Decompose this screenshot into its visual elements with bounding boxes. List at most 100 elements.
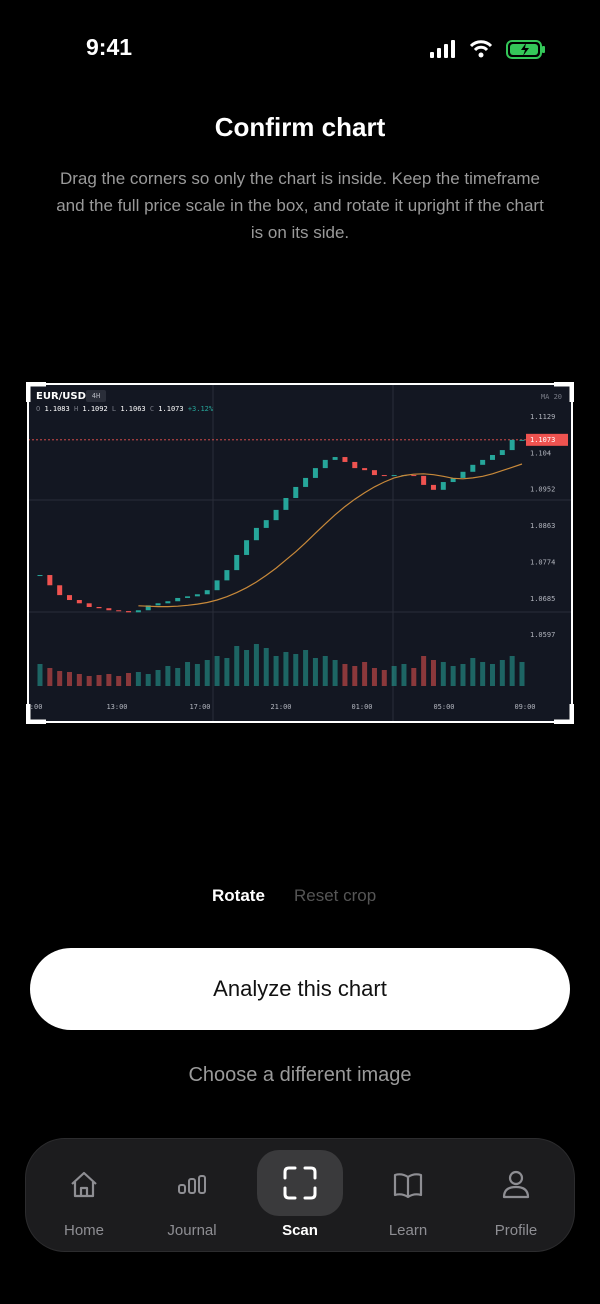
candle: [509, 439, 515, 451]
tab-journal[interactable]: Journal: [149, 1150, 235, 1250]
volume-bar: [450, 666, 456, 686]
candle: [57, 585, 63, 596]
tab-label: Profile: [494, 1222, 538, 1239]
tab-scan[interactable]: Scan: [257, 1150, 343, 1250]
volume-bar: [244, 650, 250, 686]
volume-bar: [362, 662, 368, 686]
candle: [185, 596, 191, 598]
volume-bar: [352, 666, 358, 686]
candle: [204, 590, 210, 595]
ma-line: [138, 463, 523, 608]
x-tick-label: 17:00: [189, 703, 210, 711]
icon-learn: [393, 1173, 423, 1199]
ohlc-label: O: [36, 405, 40, 413]
x-tick-label: 13:00: [106, 703, 127, 711]
volume-bar: [175, 668, 181, 686]
current-price-label: 1.1073: [530, 436, 555, 444]
candle: [371, 470, 377, 476]
volume-bar: [194, 664, 200, 686]
candle: [283, 498, 289, 510]
candle: [362, 468, 368, 471]
volume-bar: [293, 654, 299, 686]
candle: [165, 601, 171, 604]
icon-scan: [283, 1166, 317, 1200]
volume-bar: [332, 660, 338, 686]
tab-label: Journal: [167, 1222, 217, 1239]
candle: [421, 475, 427, 485]
choose-image-link[interactable]: Choose a different image: [188, 1064, 412, 1086]
chart: EUR/USD 4H O 1.1083 H 1.1092 L 1.1063 C …: [26, 384, 572, 722]
volume-bar: [106, 674, 112, 686]
candle: [519, 439, 525, 441]
tab-label: Learn: [388, 1222, 428, 1239]
volume-bar: [430, 660, 436, 686]
candle: [76, 600, 82, 604]
ohlc-value: 1.1092: [82, 405, 107, 413]
volume-bar: [185, 662, 191, 686]
candle: [499, 450, 505, 455]
title: Confirm chart: [214, 112, 386, 142]
tab-learn[interactable]: Learn: [365, 1150, 451, 1250]
rotate-button[interactable]: Rotate: [212, 886, 265, 905]
y-tick-label: 1.0863: [530, 522, 555, 530]
status-icons: [430, 40, 545, 59]
candle: [67, 595, 73, 601]
candle: [450, 477, 456, 483]
status-time: 9:41: [86, 34, 133, 60]
instructions: Drag the corners so only the chart is in…: [56, 169, 544, 242]
ohlc-value: 1.1083: [44, 405, 69, 413]
candle: [480, 459, 486, 465]
volume-bar: [401, 664, 407, 686]
candle: [135, 610, 141, 613]
candle: [214, 580, 220, 591]
ohlc-value: 1.1063: [120, 405, 145, 413]
indicator-label: MA 20: [541, 393, 562, 401]
volume-bar: [283, 652, 289, 686]
candle: [352, 461, 358, 469]
candle: [234, 554, 240, 571]
candle: [253, 527, 259, 541]
volume-bar: [519, 662, 525, 686]
y-tick-label: 1.0597: [530, 631, 555, 639]
candle: [106, 608, 112, 611]
volume-bar: [76, 674, 82, 686]
candle: [116, 610, 122, 612]
x-tick-label: 05:00: [433, 703, 454, 711]
tab-home[interactable]: Home: [41, 1150, 127, 1250]
candle: [155, 603, 161, 606]
candle: [312, 468, 318, 478]
volume-bar: [224, 658, 230, 686]
volume-bar: [322, 656, 328, 686]
x-tick-label: 9:00: [28, 703, 42, 711]
volume-bar: [165, 666, 171, 686]
candle: [86, 603, 92, 607]
volume-bar: [145, 674, 151, 686]
x-tick-label: 09:00: [514, 703, 535, 711]
volume-bar: [37, 664, 43, 686]
candle: [460, 471, 466, 478]
reset-crop-button[interactable]: Reset crop: [294, 886, 377, 905]
volume-bar: [214, 656, 220, 686]
volume-bar: [135, 672, 141, 686]
candle: [175, 597, 181, 602]
icon-profile: [502, 1170, 530, 1199]
ohlc-label: H: [74, 405, 78, 413]
candle: [96, 606, 102, 609]
x-tick-label: 21:00: [270, 703, 291, 711]
candle: [263, 520, 269, 528]
volume-bar: [470, 658, 476, 686]
candle: [430, 484, 436, 490]
tab-label: Scan: [282, 1222, 318, 1239]
volume-bar: [96, 675, 102, 686]
volume-bar: [253, 644, 259, 686]
volume-bar: [303, 650, 309, 686]
tab-profile[interactable]: Profile: [473, 1150, 559, 1250]
volume-bar: [499, 660, 505, 686]
analyze-button[interactable]: Analyze this chart: [30, 948, 570, 1030]
volume-bar: [47, 668, 53, 686]
y-tick-label: 1.1129: [530, 413, 555, 421]
current-price-tag: [526, 433, 568, 446]
y-tick-label: 1.0774: [530, 558, 555, 566]
volume-bar: [126, 673, 132, 686]
